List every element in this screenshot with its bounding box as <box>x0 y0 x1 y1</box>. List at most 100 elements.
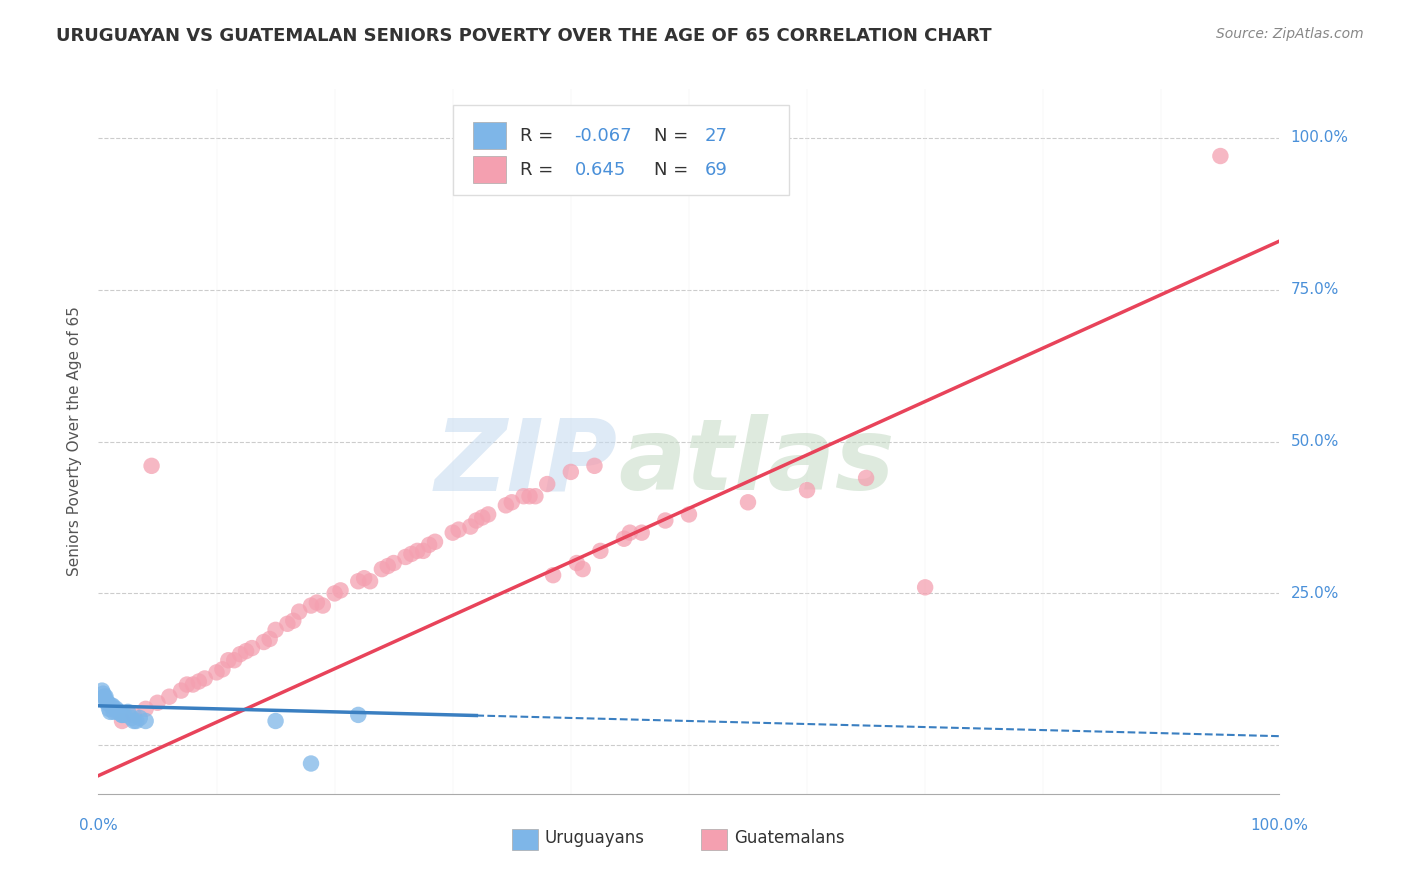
Text: 75.0%: 75.0% <box>1291 282 1339 297</box>
Point <box>229 647 252 661</box>
Point <box>224 653 246 667</box>
Point <box>347 707 370 722</box>
Point <box>187 674 209 689</box>
Point <box>678 508 700 522</box>
Point <box>418 538 440 552</box>
Point <box>524 489 547 503</box>
Text: -0.067: -0.067 <box>575 127 633 145</box>
Point <box>565 556 588 570</box>
Point <box>589 544 612 558</box>
Point <box>583 458 606 473</box>
Point <box>737 495 759 509</box>
Point <box>128 711 150 725</box>
Point <box>240 641 263 656</box>
Text: atlas: atlas <box>619 414 894 511</box>
Point <box>125 714 148 728</box>
Point <box>519 489 541 503</box>
Point <box>512 489 534 503</box>
Point <box>157 690 180 704</box>
Point <box>111 707 134 722</box>
Point <box>103 705 125 719</box>
Text: 50.0%: 50.0% <box>1291 434 1339 449</box>
Point <box>264 623 287 637</box>
FancyBboxPatch shape <box>472 122 506 149</box>
Text: 27: 27 <box>704 127 727 145</box>
Point <box>471 510 494 524</box>
Point <box>194 672 217 686</box>
Point <box>299 756 322 771</box>
Point <box>347 574 370 589</box>
Point <box>654 514 676 528</box>
Point <box>571 562 593 576</box>
Point <box>423 534 446 549</box>
Point <box>105 705 128 719</box>
Point <box>323 586 346 600</box>
Text: R =: R = <box>520 161 554 178</box>
Point <box>613 532 636 546</box>
Text: Uruguayans: Uruguayans <box>546 830 645 847</box>
Point <box>94 692 117 706</box>
Point <box>146 696 169 710</box>
Point <box>101 698 124 713</box>
Point <box>181 677 204 691</box>
Point <box>117 705 139 719</box>
Point <box>299 599 322 613</box>
Point <box>359 574 381 589</box>
Point <box>495 499 517 513</box>
Point <box>288 605 311 619</box>
Point <box>441 525 464 540</box>
Point <box>96 696 118 710</box>
Point <box>176 677 198 691</box>
Point <box>259 632 281 646</box>
Point <box>122 707 145 722</box>
Text: 100.0%: 100.0% <box>1250 818 1309 833</box>
Text: N =: N = <box>654 161 688 178</box>
Text: 0.0%: 0.0% <box>79 818 118 833</box>
Text: ZIP: ZIP <box>434 414 619 511</box>
Text: 0.645: 0.645 <box>575 161 626 178</box>
Y-axis label: Seniors Poverty Over the Age of 65: Seniors Poverty Over the Age of 65 <box>67 307 83 576</box>
Point <box>460 519 482 533</box>
Point <box>329 583 352 598</box>
Text: 69: 69 <box>704 161 727 178</box>
Point <box>135 702 157 716</box>
Point <box>477 508 499 522</box>
FancyBboxPatch shape <box>453 104 789 194</box>
Point <box>312 599 335 613</box>
Point <box>98 705 121 719</box>
Point <box>135 714 157 728</box>
Point <box>94 690 117 704</box>
Point <box>112 707 135 722</box>
Point <box>121 711 143 725</box>
Point <box>377 559 399 574</box>
FancyBboxPatch shape <box>700 830 727 850</box>
Point <box>406 544 429 558</box>
Point <box>122 714 145 728</box>
Point <box>371 562 394 576</box>
Point <box>111 707 134 722</box>
Point <box>108 705 131 719</box>
Point <box>283 614 305 628</box>
Point <box>914 580 936 594</box>
Point <box>97 696 120 710</box>
Point <box>412 544 434 558</box>
Point <box>855 471 877 485</box>
Point <box>235 644 257 658</box>
Point <box>630 525 652 540</box>
Point <box>91 687 114 701</box>
Point <box>536 477 558 491</box>
Point <box>93 690 115 704</box>
Point <box>100 698 122 713</box>
Point <box>501 495 523 509</box>
Point <box>264 714 287 728</box>
Point <box>105 702 128 716</box>
Point <box>353 571 375 585</box>
Point <box>465 514 488 528</box>
Text: Source: ZipAtlas.com: Source: ZipAtlas.com <box>1216 27 1364 41</box>
Text: 25.0%: 25.0% <box>1291 586 1339 601</box>
Point <box>560 465 582 479</box>
Text: N =: N = <box>654 127 688 145</box>
Point <box>305 595 328 609</box>
Point <box>796 483 818 497</box>
Point <box>276 616 298 631</box>
